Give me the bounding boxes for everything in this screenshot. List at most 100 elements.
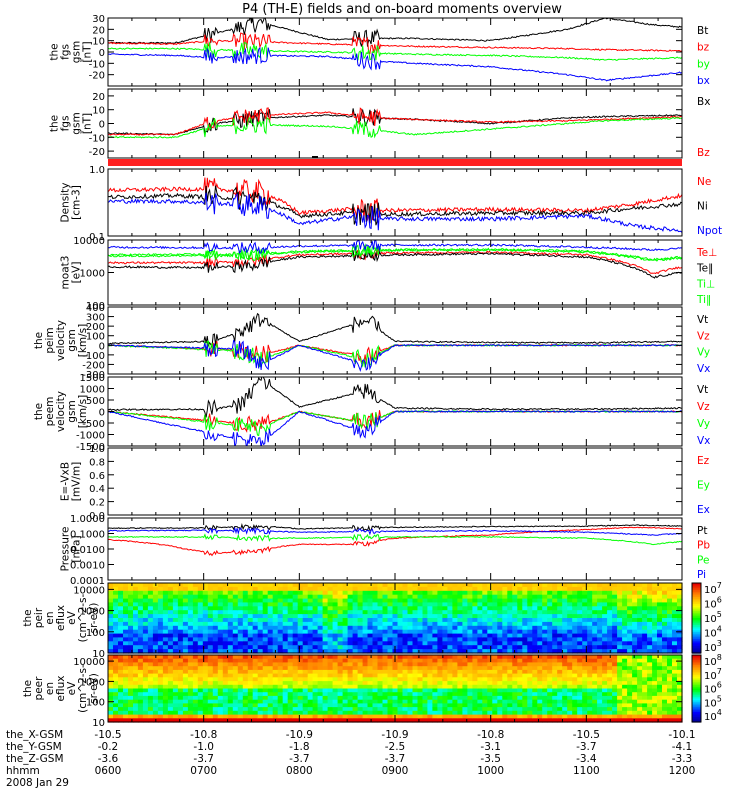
spectrogram-cell [142, 662, 149, 667]
spectrogram-cell [417, 629, 424, 635]
spectrogram-cell [627, 614, 633, 619]
spectrogram-cell [492, 695, 498, 701]
spectrogram-cell [507, 649, 513, 654]
spectrogram-cell [422, 658, 429, 663]
spectrogram-cell [147, 645, 154, 650]
spectrogram-cell [257, 594, 264, 600]
spectrogram-cell [462, 633, 468, 639]
spectrogram-cell [532, 688, 538, 693]
spectrogram-cell [577, 625, 583, 631]
spectrogram-cell [152, 677, 159, 682]
spectrogram-cell [412, 662, 419, 667]
spectrogram-cell [647, 645, 653, 650]
spectrogram-cell [562, 625, 568, 631]
spectrogram-cell [477, 649, 483, 654]
y-tick-label: 10 [92, 649, 105, 660]
spectrogram-cell [177, 662, 184, 667]
spectrogram-cell [472, 606, 478, 611]
spectrogram-cell [182, 590, 189, 596]
spectrogram-cell [327, 594, 334, 600]
spectrogram-cell [192, 583, 199, 588]
spectrogram-cell [637, 625, 643, 631]
spectrogram-cell [457, 606, 463, 611]
spectrogram-cell [152, 673, 159, 678]
spectrogram-cell [622, 649, 628, 654]
spectrogram-cell [552, 699, 558, 704]
spectrogram-cell [677, 714, 683, 719]
spectrogram-cell [347, 637, 354, 642]
spectrogram-cell [332, 590, 339, 596]
spectrogram-cell [547, 618, 553, 623]
spectrogram-cell [247, 618, 254, 623]
spectrogram-cell [162, 718, 169, 723]
colorbar-segment [692, 708, 701, 711]
spectrogram-cell [627, 606, 633, 611]
spectrogram-cell [472, 590, 478, 596]
spectrogram-cell [252, 606, 259, 611]
spectrogram-cell [187, 610, 194, 615]
spectrogram-cell [587, 610, 593, 615]
spectrogram-cell [232, 583, 239, 588]
spectrogram-cell [612, 586, 618, 592]
spectrogram-cell [537, 688, 543, 693]
spectrogram-cell [642, 688, 648, 693]
spectrogram-cell [662, 707, 668, 712]
spectrogram-cell [472, 594, 478, 600]
spectrogram-cell [347, 602, 354, 607]
spectrogram-cell [128, 662, 134, 667]
spectrogram-cell [417, 714, 424, 719]
spectrogram-cell [402, 633, 409, 639]
spectrogram-cell [222, 673, 229, 678]
spectrogram-cell [532, 649, 538, 654]
spectrogram-cell [602, 586, 608, 592]
spectrogram-cell [252, 629, 259, 635]
spectrogram-cell [382, 583, 389, 588]
spectrogram-cell [582, 618, 588, 623]
spectrogram-cell [197, 681, 204, 686]
spectrogram-cell [532, 610, 538, 615]
spectrogram-cell [592, 586, 598, 592]
spectrogram-cell [167, 602, 174, 607]
spectrogram-cell [467, 658, 473, 663]
spectrogram-cell [227, 621, 234, 627]
spectrogram-cell [467, 625, 473, 631]
spectrogram-cell [137, 681, 144, 686]
spectrogram-cell [677, 662, 683, 667]
spectrogram-cell [387, 614, 394, 619]
spectrogram-cell [412, 658, 419, 663]
spectrogram-cell [497, 688, 503, 693]
spectrogram-cell [537, 699, 543, 704]
spectrogram-cell [567, 590, 573, 596]
spectrogram-cell [118, 692, 124, 697]
spectrogram-cell [337, 669, 344, 675]
spectrogram-cell [622, 658, 628, 663]
spectrogram-cell [512, 641, 518, 646]
spectrogram-cell [477, 703, 483, 708]
spectrogram-cell [327, 598, 334, 604]
y-tick-label: -20 [89, 147, 105, 158]
spectrogram-cell [552, 688, 558, 693]
spectrogram-cell [597, 606, 603, 611]
spectrogram-cell [477, 707, 483, 712]
spectrogram-cell [617, 718, 623, 723]
spectrogram-cell [207, 666, 214, 671]
spectrogram-cell [517, 645, 523, 650]
spectrogram-cell [352, 695, 359, 701]
spectrogram-cell [587, 658, 593, 663]
spectrogram-cell [128, 658, 134, 663]
colorbar-segment [692, 621, 701, 624]
y-axis-label-line: peem [44, 397, 56, 427]
spectrogram-cell [372, 594, 379, 600]
spectrogram-cell [262, 658, 269, 663]
spectrogram-cell [232, 669, 239, 675]
spectrogram-cell [297, 641, 304, 646]
spectrogram-cell [217, 673, 224, 678]
spectrogram-cell [242, 684, 249, 690]
legend-entry: Vx [697, 435, 710, 447]
spectrogram-cell [227, 684, 234, 690]
spectrogram-cell [617, 658, 623, 663]
spectrogram-cell [123, 586, 129, 592]
spectrogram-cell [527, 625, 533, 631]
